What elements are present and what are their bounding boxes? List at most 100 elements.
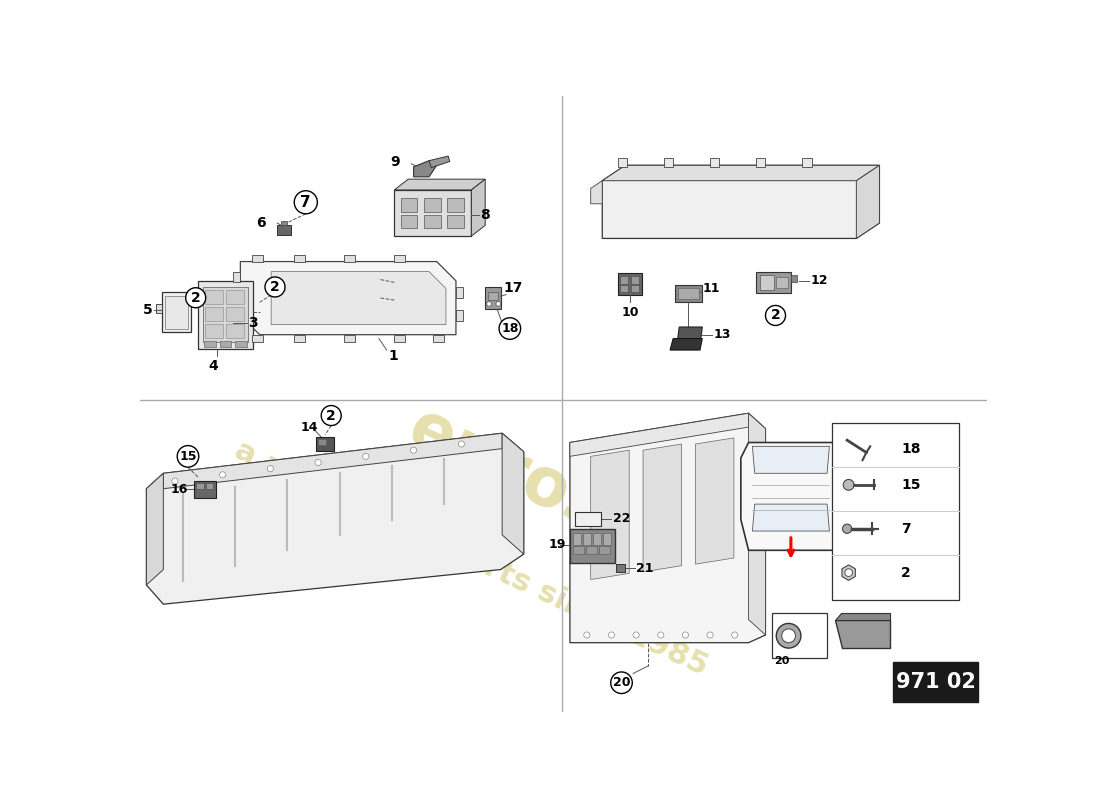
Bar <box>226 307 244 321</box>
Bar <box>220 341 231 347</box>
Bar <box>233 302 241 313</box>
Bar <box>574 512 602 526</box>
Bar <box>226 290 244 304</box>
Text: 21: 21 <box>636 562 653 574</box>
Bar <box>295 255 305 262</box>
Bar <box>455 287 463 298</box>
Text: 15: 15 <box>179 450 197 463</box>
Circle shape <box>172 478 178 484</box>
Circle shape <box>177 446 199 467</box>
Polygon shape <box>835 614 890 619</box>
Text: 4: 4 <box>208 359 218 374</box>
Bar <box>630 276 639 284</box>
Circle shape <box>782 629 795 642</box>
Circle shape <box>220 472 225 478</box>
Circle shape <box>845 569 853 577</box>
Circle shape <box>265 277 285 297</box>
Bar <box>570 529 615 563</box>
Bar <box>205 324 223 338</box>
Bar <box>206 483 213 489</box>
Text: 19: 19 <box>548 538 565 551</box>
Bar <box>295 334 305 342</box>
Bar <box>573 533 582 545</box>
Polygon shape <box>678 327 703 338</box>
Text: 18: 18 <box>901 442 921 457</box>
Circle shape <box>634 632 639 638</box>
Polygon shape <box>603 166 880 238</box>
Text: 7: 7 <box>300 194 311 210</box>
Bar <box>757 158 766 167</box>
Polygon shape <box>395 179 485 190</box>
Text: 12: 12 <box>810 274 827 287</box>
Bar <box>156 304 162 313</box>
Bar <box>603 533 612 545</box>
Polygon shape <box>163 434 502 489</box>
Bar <box>162 292 191 332</box>
Bar <box>618 158 627 167</box>
Polygon shape <box>752 446 829 474</box>
Text: 14: 14 <box>300 421 318 434</box>
Bar <box>593 533 602 545</box>
Circle shape <box>496 302 500 306</box>
Bar <box>711 158 719 167</box>
Polygon shape <box>241 262 455 334</box>
Polygon shape <box>146 434 524 604</box>
Text: 971 02: 971 02 <box>895 672 976 692</box>
Bar <box>395 190 472 236</box>
Bar <box>675 285 703 302</box>
Polygon shape <box>842 565 856 580</box>
Polygon shape <box>591 450 629 579</box>
Circle shape <box>410 447 417 454</box>
Bar <box>485 287 501 309</box>
Circle shape <box>584 632 590 638</box>
Bar <box>447 198 464 211</box>
Polygon shape <box>271 271 446 325</box>
Bar <box>600 546 609 554</box>
Polygon shape <box>695 438 734 564</box>
Bar <box>198 281 253 349</box>
Bar <box>620 276 628 284</box>
Text: 6: 6 <box>255 216 265 230</box>
Bar <box>618 273 642 294</box>
Circle shape <box>459 441 464 447</box>
Bar <box>277 226 292 234</box>
Circle shape <box>315 459 321 466</box>
Bar <box>586 546 597 554</box>
Bar <box>197 483 205 489</box>
Bar <box>424 214 440 229</box>
Text: 2: 2 <box>190 290 200 305</box>
Bar <box>204 287 248 342</box>
Bar <box>777 277 788 288</box>
Bar <box>803 158 812 167</box>
Bar <box>318 439 326 445</box>
Text: 8: 8 <box>481 208 491 222</box>
Circle shape <box>608 632 615 638</box>
Polygon shape <box>472 179 485 236</box>
Text: 2: 2 <box>271 280 279 294</box>
Text: 20: 20 <box>774 656 790 666</box>
Polygon shape <box>835 619 890 648</box>
Polygon shape <box>570 414 749 456</box>
Bar <box>433 334 443 342</box>
Text: 3: 3 <box>249 316 257 330</box>
Text: 7: 7 <box>901 522 911 536</box>
Circle shape <box>843 524 851 534</box>
Bar <box>233 271 241 282</box>
Bar <box>195 481 216 498</box>
Text: 10: 10 <box>621 306 639 319</box>
Text: 15: 15 <box>901 478 921 492</box>
Bar <box>395 334 405 342</box>
Polygon shape <box>856 166 880 238</box>
Bar <box>344 255 355 262</box>
Text: 5: 5 <box>143 303 152 317</box>
Text: 13: 13 <box>713 328 730 341</box>
Circle shape <box>610 672 632 694</box>
Circle shape <box>295 190 318 214</box>
Bar <box>344 334 355 342</box>
Bar <box>282 221 287 226</box>
Polygon shape <box>502 434 524 554</box>
Bar <box>791 274 798 282</box>
Circle shape <box>777 623 801 648</box>
Polygon shape <box>670 338 703 350</box>
Text: 2: 2 <box>901 566 911 580</box>
